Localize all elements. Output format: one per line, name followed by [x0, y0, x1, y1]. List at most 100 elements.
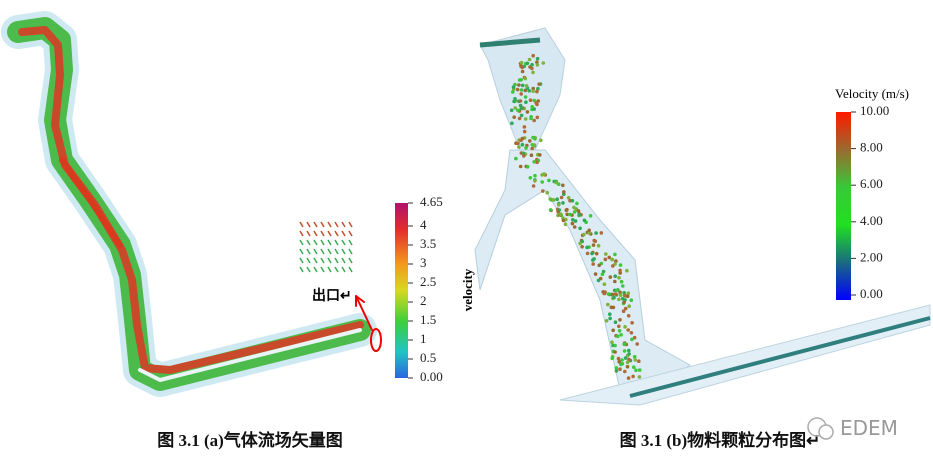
vector — [334, 266, 339, 273]
particle — [601, 269, 606, 274]
particle — [568, 212, 572, 217]
particle — [618, 268, 622, 273]
particle — [578, 226, 582, 231]
particle — [627, 357, 631, 362]
particle — [571, 218, 575, 222]
particle — [637, 359, 641, 364]
particle — [523, 88, 528, 93]
vector — [341, 230, 346, 237]
watermark: EDEM — [807, 416, 898, 440]
particle — [613, 343, 617, 348]
particle — [510, 121, 514, 126]
particle — [633, 358, 638, 362]
particle — [612, 295, 616, 300]
vector — [341, 266, 346, 273]
particle — [582, 232, 586, 237]
particle — [516, 108, 520, 113]
vector — [320, 248, 325, 255]
particle — [533, 137, 537, 141]
particle — [530, 66, 534, 71]
vector — [341, 248, 346, 255]
particle — [512, 115, 516, 119]
particle — [625, 364, 630, 369]
particle — [527, 89, 531, 93]
particle — [593, 239, 598, 243]
particle — [535, 160, 539, 165]
particle — [573, 219, 578, 223]
particle — [554, 180, 558, 185]
particle — [615, 288, 619, 293]
particle — [626, 314, 631, 318]
particle — [519, 88, 524, 92]
particle — [577, 213, 582, 217]
particle — [517, 145, 521, 149]
particle — [519, 92, 523, 96]
vector — [299, 239, 304, 246]
particle — [527, 57, 532, 62]
vector — [320, 221, 325, 228]
particle — [522, 125, 527, 129]
particle — [626, 291, 631, 296]
vector — [313, 248, 318, 255]
particle — [530, 105, 534, 109]
vector — [299, 230, 304, 237]
particle — [561, 183, 565, 188]
vector — [306, 248, 311, 255]
particle — [607, 255, 611, 260]
particle — [537, 82, 541, 86]
tick-label: 3 — [420, 255, 427, 270]
colorbar-ticks: 10.00 8.00 6.00 4.00 2.00 0.00 — [851, 103, 889, 301]
particle — [575, 201, 579, 206]
tick-label: 2.5 — [420, 274, 436, 289]
particle — [617, 297, 621, 302]
particle — [521, 151, 526, 156]
particle — [632, 365, 636, 370]
particle — [564, 208, 569, 212]
particle — [551, 198, 556, 202]
particle — [532, 160, 536, 164]
particle — [623, 325, 627, 329]
particle — [523, 117, 528, 121]
tick-label: 0.00 — [420, 369, 443, 384]
particle — [582, 218, 587, 223]
particle — [516, 141, 520, 146]
particle — [535, 63, 540, 67]
particle — [593, 272, 598, 276]
particle — [610, 257, 614, 262]
particle — [618, 290, 622, 295]
particle — [613, 292, 618, 296]
particle — [519, 60, 524, 65]
vector — [306, 266, 311, 273]
colorbar-title: velocity — [460, 268, 475, 311]
particle — [626, 328, 630, 332]
particle — [517, 116, 522, 121]
particle — [518, 164, 523, 169]
particle — [623, 293, 627, 298]
particle — [623, 369, 627, 374]
particle — [519, 138, 523, 143]
particle — [613, 274, 617, 279]
caption: 图 3.1 (a)气体流场矢量图 — [157, 430, 343, 450]
particle — [518, 103, 523, 108]
particle — [616, 334, 620, 339]
particle — [538, 153, 542, 157]
particle — [519, 106, 524, 111]
tick-label: 4.00 — [860, 213, 883, 228]
particles — [509, 53, 642, 380]
particle — [627, 348, 631, 353]
flow-field-image — [1, 11, 382, 397]
particle — [536, 86, 540, 91]
particle — [517, 78, 522, 82]
particle — [531, 53, 535, 58]
particle — [556, 209, 560, 214]
particle — [545, 190, 549, 195]
particle — [572, 225, 577, 229]
particle — [620, 358, 624, 362]
particle — [618, 293, 623, 298]
outlet-vectors — [299, 221, 353, 273]
particle — [522, 154, 526, 158]
particle — [585, 245, 589, 250]
particle — [570, 221, 575, 226]
particle — [616, 356, 621, 361]
particle — [524, 84, 529, 88]
